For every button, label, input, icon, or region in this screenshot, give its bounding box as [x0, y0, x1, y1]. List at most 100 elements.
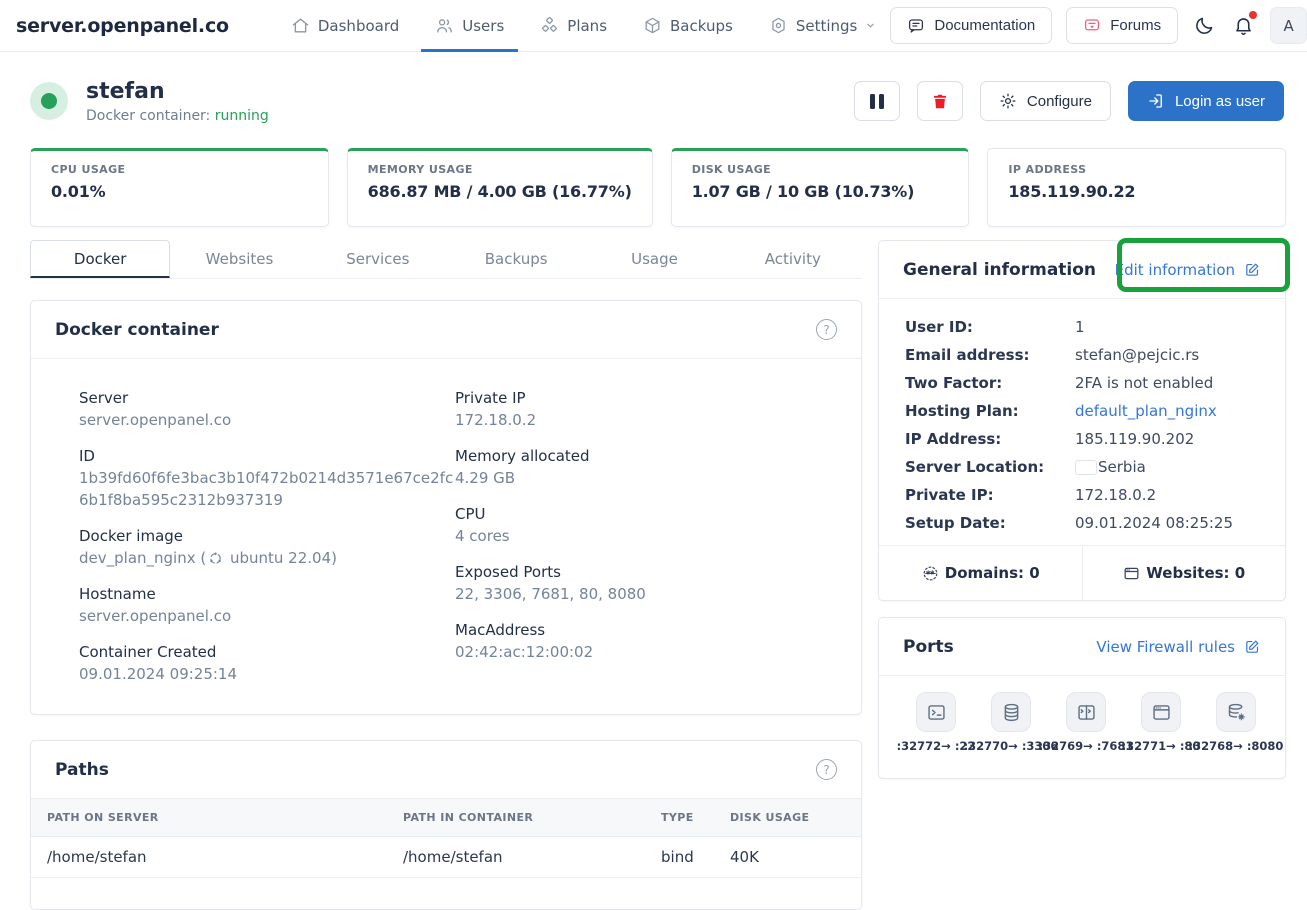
- running-status-dot: [41, 93, 57, 109]
- docker-card-title: Docker container: [55, 320, 219, 340]
- brand-logo[interactable]: server.openpanel.co: [16, 15, 229, 37]
- delete-container-button[interactable]: [917, 81, 963, 121]
- backups-icon: [643, 16, 662, 35]
- dark-mode-toggle[interactable]: [1192, 13, 1217, 38]
- port-mapping-phpmyadmin: :32768→ :8080: [1203, 692, 1269, 753]
- subtitle-prefix: Docker container:: [86, 108, 215, 124]
- nav-label: Plans: [567, 17, 607, 35]
- edit-icon: [1244, 261, 1261, 278]
- stat-label: MEMORY USAGE: [368, 163, 632, 176]
- stat-label: CPU USAGE: [51, 163, 308, 176]
- detail-tabs: Docker Websites Services Backups Usage A…: [30, 240, 862, 279]
- container-id-field: ID 1b39fd60f6fe3bac3b10f472b0214d3571e67…: [79, 445, 455, 511]
- nav-item-users[interactable]: Users: [421, 0, 518, 51]
- cell-path-on-server: /home/stefan: [31, 848, 403, 866]
- view-firewall-rules-label: View Firewall rules: [1096, 638, 1235, 656]
- server-location-row: Server Location: Serbia: [905, 453, 1259, 481]
- tab-docker[interactable]: Docker: [30, 240, 170, 278]
- login-icon: [1147, 92, 1165, 110]
- documentation-icon: [907, 17, 925, 35]
- database-icon[interactable]: [991, 692, 1031, 732]
- nav-right-actions: Documentation Forums A: [890, 7, 1307, 44]
- top-navbar: server.openpanel.co Dashboard Users Plan…: [0, 0, 1307, 52]
- tab-activity[interactable]: Activity: [724, 240, 862, 278]
- websites-count: Websites: 0: [1082, 546, 1286, 600]
- status-badge: running: [215, 108, 269, 124]
- container-status-text: Docker container: running: [86, 108, 269, 124]
- cell-type: bind: [661, 848, 730, 866]
- docker-image-field: Docker image dev_plan_nginx ( ubuntu 22.…: [79, 525, 455, 569]
- col-path-in-container: PATH IN CONTAINER: [403, 811, 661, 824]
- cell-path-in-container: /home/stefan: [403, 848, 661, 866]
- terminal-icon[interactable]: [916, 692, 956, 732]
- edit-information-link[interactable]: Edit information: [1115, 261, 1261, 279]
- memory-usage-card: MEMORY USAGE 686.87 MB / 4.00 GB (16.77%…: [347, 148, 653, 227]
- paths-card-title: Paths: [55, 760, 109, 780]
- port-mapping-ssh: :32772→ :22: [903, 692, 969, 753]
- split-terminal-icon[interactable]: [1066, 692, 1106, 732]
- nav-label: Settings: [796, 17, 858, 35]
- login-as-user-button[interactable]: Login as user: [1128, 81, 1284, 121]
- stat-value: 1.07 GB / 10 GB (10.73%): [692, 182, 949, 201]
- chevron-down-icon: [865, 20, 876, 31]
- documentation-button[interactable]: Documentation: [890, 7, 1052, 44]
- table-row: /home/stefan /home/stefan bind 40K: [31, 837, 861, 878]
- settings-icon: [769, 16, 788, 35]
- configure-button[interactable]: Configure: [980, 81, 1111, 121]
- port-mapping-webterminal: :32769→ :7681: [1053, 692, 1119, 753]
- nav-item-settings[interactable]: Settings: [755, 0, 891, 51]
- pause-container-button[interactable]: [854, 81, 900, 121]
- forums-button[interactable]: Forums: [1066, 7, 1178, 44]
- exposed-ports-field: Exposed Ports 22, 3306, 7681, 80, 8080: [455, 561, 835, 605]
- stat-value: 185.119.90.22: [1008, 182, 1265, 201]
- port-mapping-mysql: :32770→ :3306: [978, 692, 1044, 753]
- port-mapping-http: :32771→ :80: [1128, 692, 1194, 753]
- col-disk-usage: DISK USAGE: [730, 811, 861, 824]
- edit-information-label: Edit information: [1115, 261, 1235, 279]
- user-id-row: User ID: 1: [905, 313, 1259, 341]
- configure-label: Configure: [1027, 93, 1092, 110]
- nav-item-plans[interactable]: Plans: [526, 0, 621, 51]
- tab-websites[interactable]: Websites: [170, 240, 308, 278]
- general-info-title: General information: [903, 260, 1096, 280]
- moon-icon: [1194, 15, 1215, 36]
- nav-item-dashboard[interactable]: Dashboard: [277, 0, 413, 51]
- hosting-plan-link[interactable]: default_plan_nginx: [1075, 402, 1217, 420]
- globe-www-icon: [921, 564, 940, 583]
- ip-address-row: IP Address: 185.119.90.202: [905, 425, 1259, 453]
- col-path-on-server: PATH ON SERVER: [31, 811, 403, 824]
- cpu-usage-card: CPU USAGE 0.01%: [30, 148, 329, 227]
- two-factor-row: Two Factor: 2FA is not enabled: [905, 369, 1259, 397]
- home-icon: [291, 16, 310, 35]
- domains-count: Domains: 0: [879, 546, 1082, 600]
- nav-item-backups[interactable]: Backups: [629, 0, 747, 51]
- stat-label: DISK USAGE: [692, 163, 949, 176]
- mac-address-field: MacAddress 02:42:ac:12:00:02: [455, 619, 835, 663]
- help-icon[interactable]: ?: [816, 759, 837, 780]
- tab-services[interactable]: Services: [309, 240, 447, 278]
- help-icon[interactable]: ?: [816, 319, 837, 340]
- notifications-button[interactable]: [1231, 13, 1256, 38]
- col-type: TYPE: [661, 811, 730, 824]
- private-ip-field: Private IP 172.18.0.2: [455, 387, 835, 431]
- gear-icon: [999, 92, 1017, 110]
- ports-card: Ports View Firewall rules :32772→ :22 :3…: [878, 617, 1286, 779]
- page-title: stefan: [86, 79, 269, 105]
- browser-icon[interactable]: [1141, 692, 1181, 732]
- docker-container-card: Docker container ? Server server.openpan…: [30, 300, 862, 715]
- tab-usage[interactable]: Usage: [585, 240, 723, 278]
- avatar[interactable]: A: [1270, 7, 1307, 44]
- cell-disk-usage: 40K: [730, 848, 861, 866]
- view-firewall-rules-link[interactable]: View Firewall rules: [1096, 638, 1261, 656]
- tab-backups[interactable]: Backups: [447, 240, 585, 278]
- database-gear-icon[interactable]: [1216, 692, 1256, 732]
- nav-label: Backups: [670, 17, 733, 35]
- ip-address-card: IP ADDRESS 185.119.90.22: [987, 148, 1286, 227]
- header-actions: Configure Login as user: [854, 81, 1284, 121]
- forums-label: Forums: [1110, 17, 1161, 34]
- memory-allocated-field: Memory allocated 4.29 GB: [455, 445, 835, 489]
- ports-card-title: Ports: [903, 637, 954, 657]
- paths-table-header: PATH ON SERVER PATH IN CONTAINER TYPE DI…: [31, 799, 861, 837]
- documentation-label: Documentation: [934, 17, 1035, 34]
- email-row: Email address: stefan@pejcic.rs: [905, 341, 1259, 369]
